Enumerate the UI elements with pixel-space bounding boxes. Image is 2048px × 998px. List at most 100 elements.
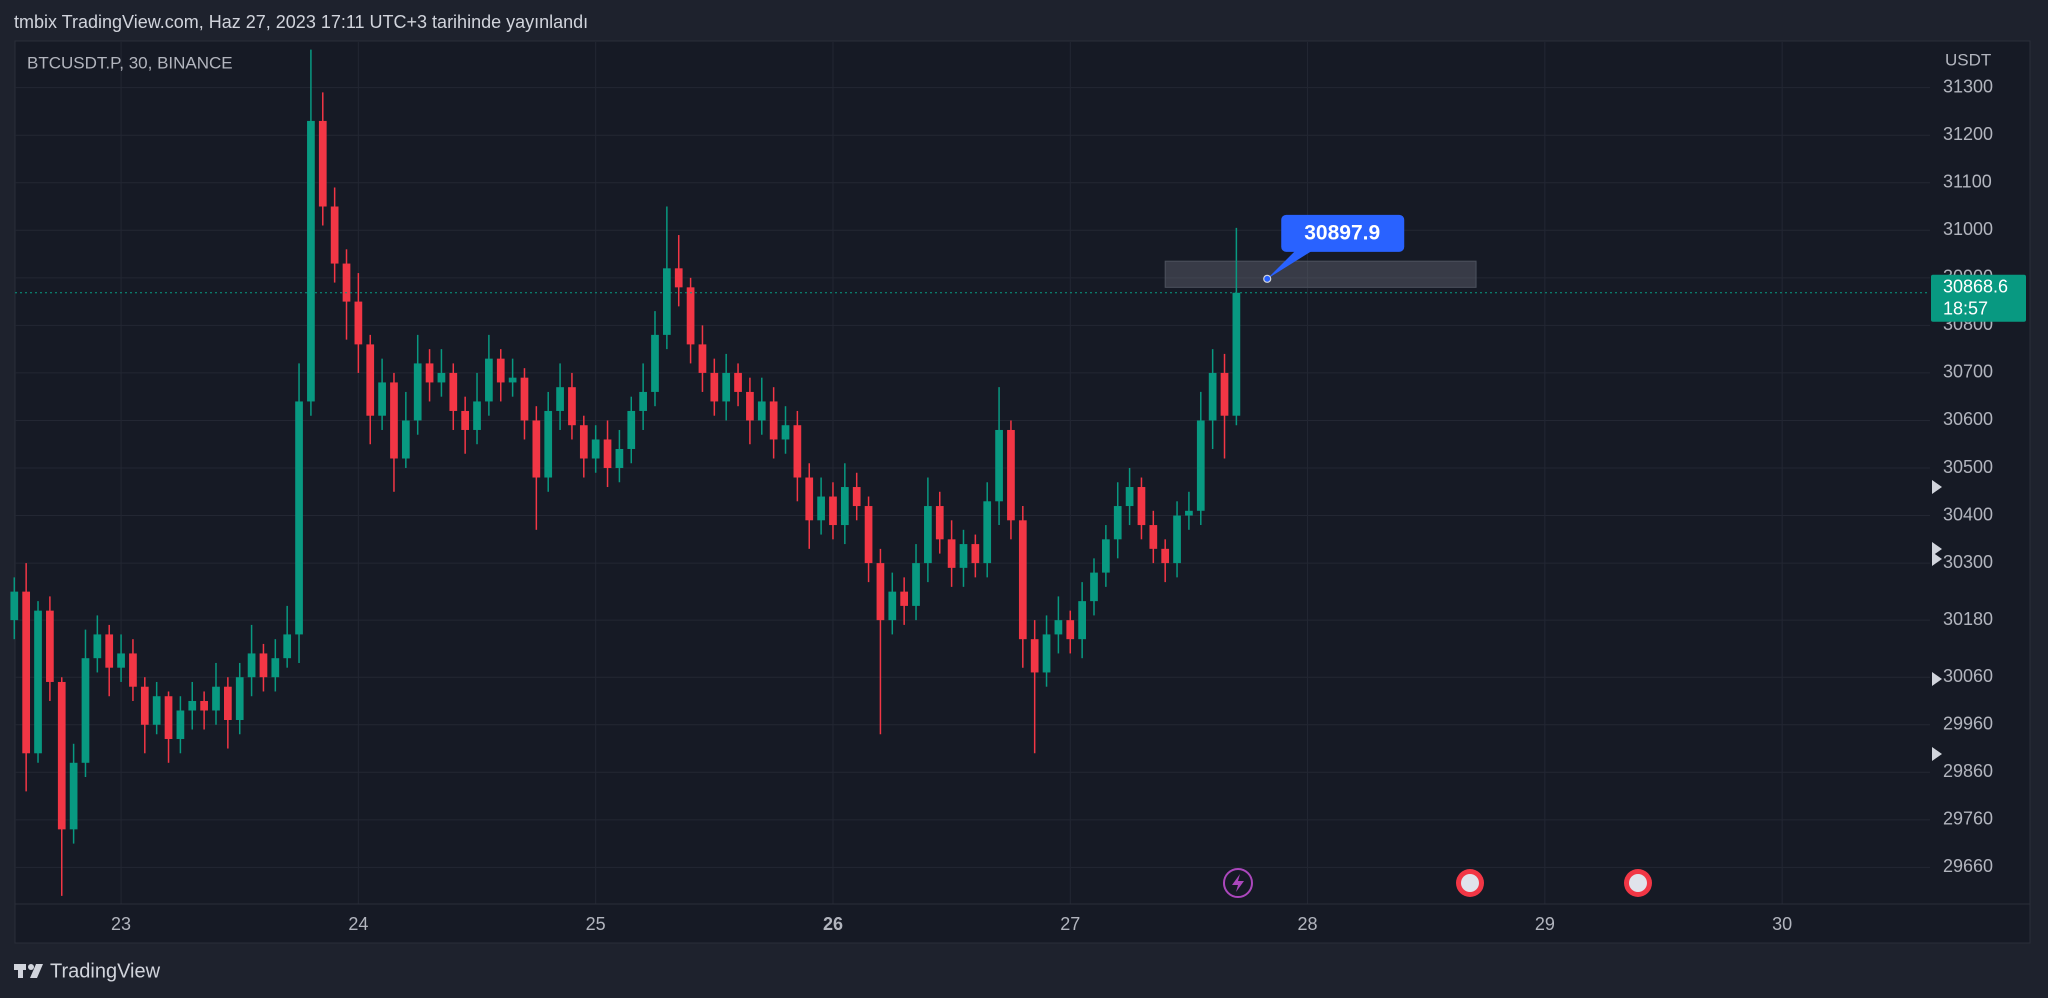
candle-body xyxy=(1137,487,1146,526)
candle-body xyxy=(46,610,54,682)
candle-body xyxy=(247,653,256,678)
symbol-title: BTCUSDT.P, 30, BINANCE xyxy=(27,53,233,72)
x-tick-label: 30 xyxy=(1772,914,1792,934)
callout-anchor xyxy=(1263,274,1272,283)
candle-body xyxy=(888,591,897,621)
candle-body xyxy=(188,700,197,711)
candle-body xyxy=(627,410,636,449)
candle-body xyxy=(1149,525,1158,549)
y-tick-label: 30180 xyxy=(1943,609,1993,629)
last-price-label: 30868.6 xyxy=(1943,277,2008,297)
candle-body xyxy=(1102,539,1110,573)
x-tick-label: 28 xyxy=(1298,914,1318,934)
logo xyxy=(14,964,43,978)
candle-body xyxy=(674,268,683,288)
candle-body xyxy=(342,263,351,302)
candle-body xyxy=(1066,620,1075,640)
flag xyxy=(1461,874,1479,892)
candle-body xyxy=(81,658,90,763)
candle-body xyxy=(1161,548,1170,564)
candle-body xyxy=(912,563,920,606)
candle-body xyxy=(105,634,114,668)
candle-body xyxy=(793,425,802,478)
plot xyxy=(10,42,1930,904)
candle-body xyxy=(698,344,707,373)
candle-body xyxy=(425,363,434,383)
x-tick-label: 27 xyxy=(1060,914,1080,934)
candle-body xyxy=(117,653,125,668)
candle-body xyxy=(354,301,363,345)
candle-body xyxy=(1018,520,1027,640)
callout-box xyxy=(1281,214,1405,252)
candle-body xyxy=(1208,372,1217,421)
y-tick-label: 30300 xyxy=(1943,552,1993,572)
candle-body xyxy=(224,686,232,720)
candle-body xyxy=(69,762,78,830)
candle-body xyxy=(10,591,19,621)
candle-body xyxy=(935,506,944,540)
callout-label: 30897.9 xyxy=(1304,221,1380,244)
candle-body xyxy=(983,501,992,564)
candle-body xyxy=(556,387,564,411)
logo-mark xyxy=(18,964,23,978)
candle-body xyxy=(330,206,339,264)
y-tick-label: 30700 xyxy=(1943,362,1993,382)
candle-body xyxy=(651,334,659,392)
candle-body xyxy=(864,506,873,564)
candle-body xyxy=(663,268,671,335)
candle-body xyxy=(769,401,778,440)
candle-body xyxy=(235,677,244,720)
last-price-box xyxy=(1931,274,2026,322)
candle-body xyxy=(508,377,517,383)
y-tick-label: 29860 xyxy=(1943,761,1993,781)
candle-body xyxy=(852,487,861,507)
candle-body xyxy=(710,372,719,402)
candle-body xyxy=(212,686,220,711)
candle-body xyxy=(295,401,303,635)
candle-body xyxy=(366,344,375,416)
axis-arrows xyxy=(1932,480,1942,761)
candle-body xyxy=(568,387,576,426)
candle-body xyxy=(413,363,422,421)
candle-body xyxy=(840,487,849,526)
y-tick-label: 29760 xyxy=(1943,809,1993,829)
candle-body xyxy=(307,120,315,402)
x-tick-label: 25 xyxy=(586,914,606,934)
candle-body xyxy=(1125,487,1134,507)
y-tick-label: 29960 xyxy=(1943,714,1993,734)
candle-body xyxy=(615,448,624,469)
candle-body xyxy=(781,425,790,440)
candle-body xyxy=(817,496,825,521)
arrow xyxy=(1932,480,1942,494)
candle-body xyxy=(603,439,612,469)
candle-body xyxy=(57,681,66,830)
x-tick-label: 24 xyxy=(348,914,368,934)
y-tick-label: 30600 xyxy=(1943,409,1993,429)
candle-body xyxy=(1173,515,1181,564)
y-tick-label: 30060 xyxy=(1943,666,1993,686)
arrow xyxy=(1932,672,1942,686)
candle-body xyxy=(947,539,956,568)
candle-body xyxy=(971,544,980,564)
flag xyxy=(1629,874,1647,892)
candle-body xyxy=(995,429,1003,502)
logo-mark xyxy=(30,964,43,978)
zone xyxy=(1164,260,1477,288)
candle-body xyxy=(829,496,837,526)
candle-body xyxy=(22,591,31,754)
event-icons xyxy=(1223,868,1652,898)
candle-body xyxy=(1196,420,1205,511)
candle-body xyxy=(1232,292,1241,416)
candle-body xyxy=(271,658,280,678)
candle-body xyxy=(520,377,529,421)
x-tick-label: 23 xyxy=(111,914,131,934)
x-tick-label: 29 xyxy=(1535,914,1555,934)
candle-body xyxy=(164,696,173,740)
y-tick-label: 31300 xyxy=(1943,76,1993,96)
event-icon[interactable] xyxy=(1223,868,1253,898)
publisher-line: tmbix TradingView.com, Haz 27, 2023 17:1… xyxy=(14,12,588,32)
candle-body xyxy=(152,696,161,725)
price-unit: USDT xyxy=(1945,50,1991,69)
